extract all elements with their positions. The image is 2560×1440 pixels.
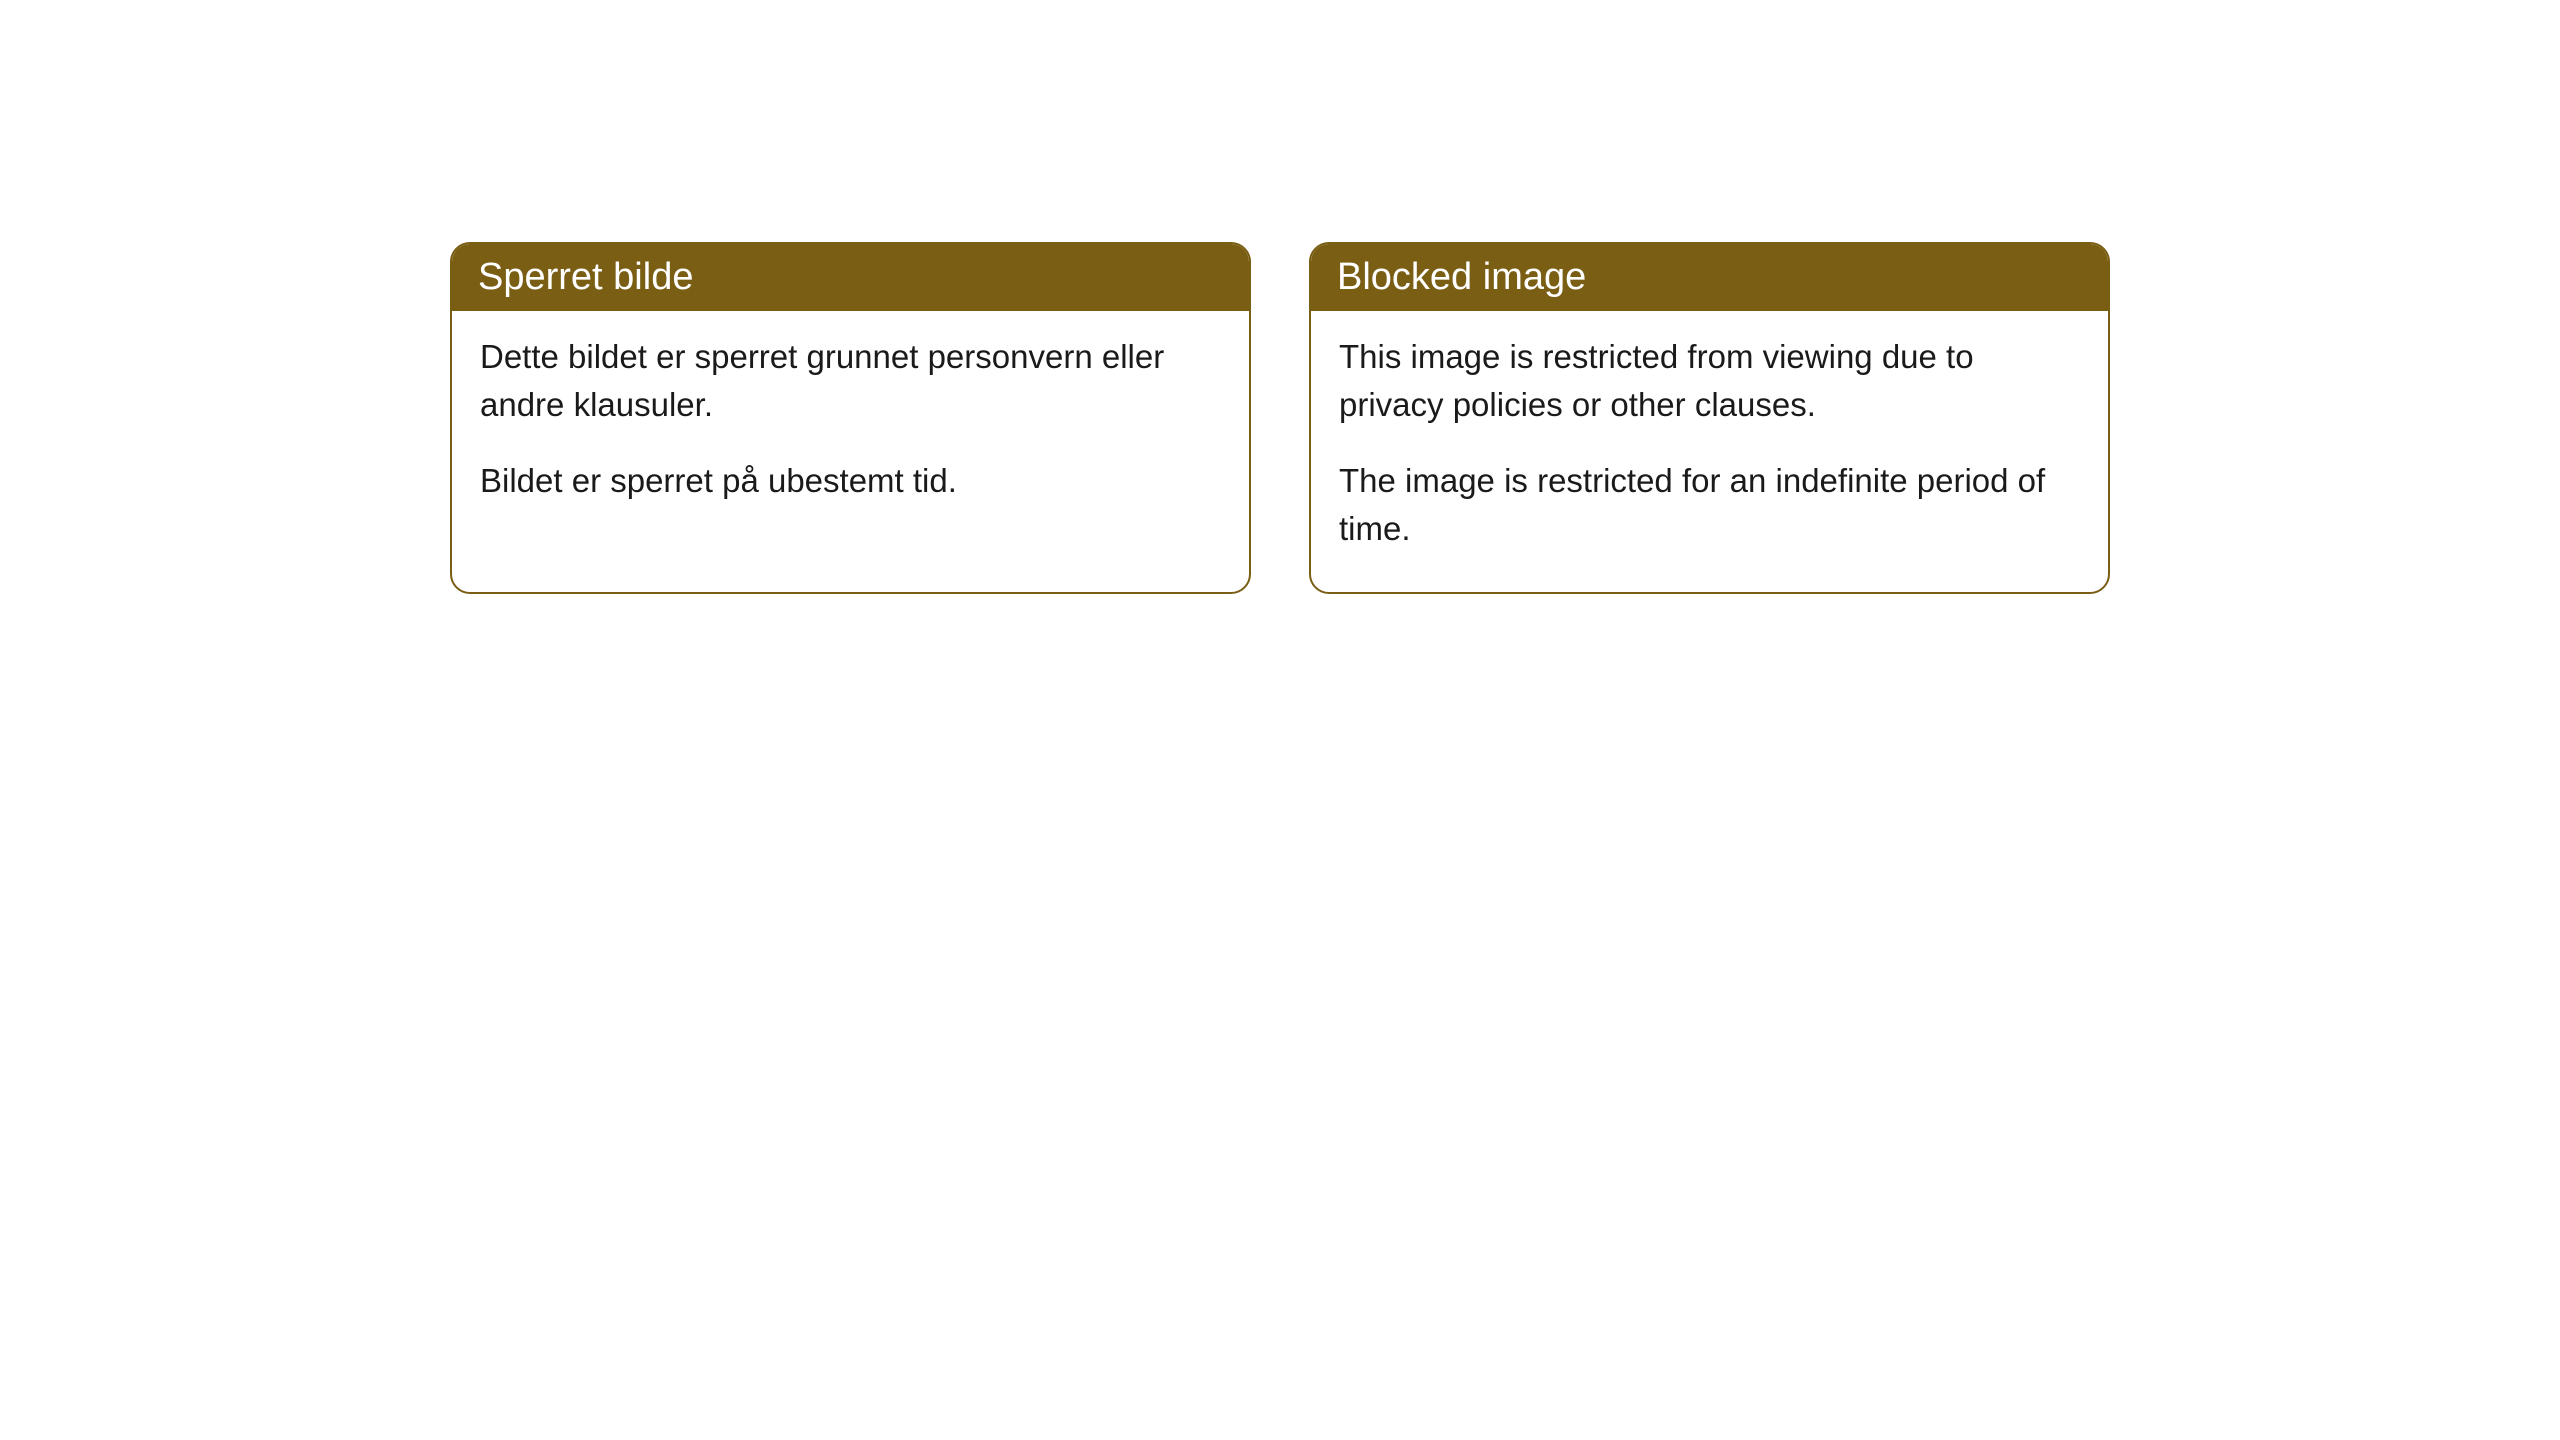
card-body-en: This image is restricted from viewing du… (1311, 311, 2108, 592)
card-paragraph-1-no: Dette bildet er sperret grunnet personve… (480, 333, 1221, 429)
card-paragraph-2-no: Bildet er sperret på ubestemt tid. (480, 457, 1221, 505)
blocked-image-card-no: Sperret bilde Dette bildet er sperret gr… (450, 242, 1251, 594)
card-header-en: Blocked image (1311, 244, 2108, 311)
blocked-image-card-en: Blocked image This image is restricted f… (1309, 242, 2110, 594)
cards-container: Sperret bilde Dette bildet er sperret gr… (0, 242, 2560, 594)
card-paragraph-2-en: The image is restricted for an indefinit… (1339, 457, 2080, 553)
card-body-no: Dette bildet er sperret grunnet personve… (452, 311, 1249, 545)
card-header-no: Sperret bilde (452, 244, 1249, 311)
card-paragraph-1-en: This image is restricted from viewing du… (1339, 333, 2080, 429)
